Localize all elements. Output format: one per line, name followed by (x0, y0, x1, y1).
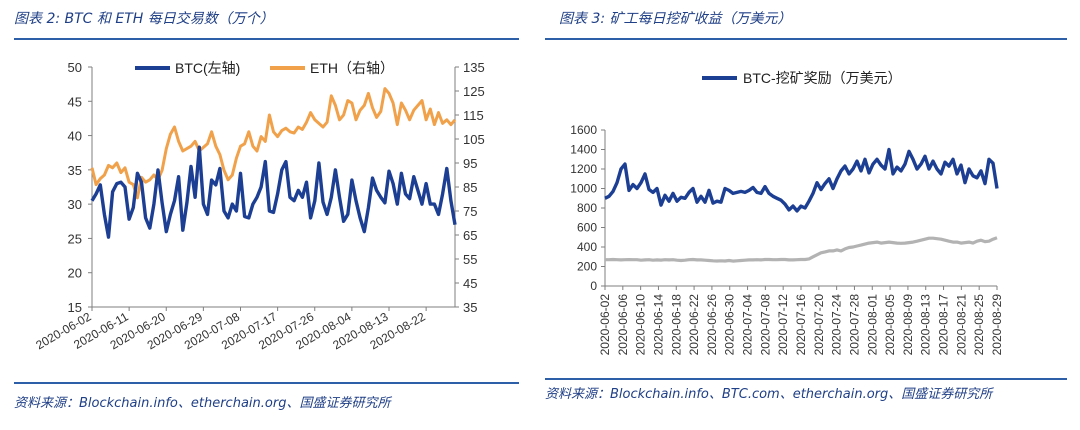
x-tick-label: 2020-08-01 (865, 294, 879, 356)
y-left-tick-label: 50 (68, 60, 82, 75)
y-left-tick-label: 35 (68, 163, 82, 178)
figure-title: 图表 2: BTC 和 ETH 每日交易数（万个） (14, 11, 274, 27)
x-tick-label: 2020-07-20 (812, 294, 826, 356)
x-tick-label: 2020-06-14 (651, 294, 665, 356)
y-right-tick-label: 125 (463, 84, 485, 99)
title-rule (14, 38, 519, 40)
y-right-tick-label: 45 (463, 276, 477, 291)
source-note: 资料来源：Blockchain.info、BTC.com、etherchain.… (545, 387, 993, 402)
legend-label-btc-reward: BTC-挖矿奖励（万美元） (743, 70, 902, 86)
x-tick-label: 2020-08-29 (990, 294, 1004, 356)
x-tick-label: 2020-08-05 (883, 294, 897, 356)
y-right-tick-label: 115 (463, 108, 484, 123)
source-note: 资料来源：Blockchain.info、etherchain.org、国盛证券… (14, 396, 391, 411)
y-tick-label: 1400 (570, 143, 597, 157)
y-right-tick-label: 65 (463, 228, 477, 243)
y-left-tick-label: 15 (68, 300, 82, 315)
x-tick-label: 2020-06-18 (669, 294, 683, 356)
y-tick-label: 400 (577, 240, 597, 254)
title-rule (545, 38, 1067, 40)
y-left-tick-label: 45 (68, 94, 82, 109)
y-tick-label: 200 (577, 260, 597, 274)
x-tick-label: 2020-07-12 (776, 294, 790, 356)
y-right-tick-label: 35 (463, 300, 477, 315)
series-line-gray (605, 236, 998, 263)
source-rule (14, 382, 519, 384)
y-left-tick-label: 25 (68, 231, 82, 246)
legend-label-btc: BTC(左轴) (175, 60, 240, 76)
x-tick-label: 2020-06-02 (598, 294, 612, 356)
y-tick-label: 1000 (570, 182, 597, 196)
x-tick-label: 2020-08-25 (972, 294, 986, 356)
y-left-tick-label: 40 (68, 129, 82, 144)
x-tick-label: 2020-08-17 (937, 294, 951, 356)
x-tick-label: 2020-08-21 (954, 294, 968, 356)
x-tick-label: 2020-06-06 (616, 294, 630, 356)
chart-transactions: 15 20 25 30 35 40 45 50 35 45 55 65 75 85 95 105 115 125 1… (33, 60, 485, 352)
figure-btc-eth-transactions: 图表 2: BTC 和 ETH 每日交易数（万个） 15 20 25 30 35 40 45… (0, 0, 530, 430)
x-tick-label: 2020-06-30 (723, 294, 737, 356)
y-left-tick-label: 20 (68, 266, 82, 281)
y-tick-label: 0 (590, 279, 597, 293)
x-tick-label: 2020-07-28 (847, 294, 861, 356)
y-tick-label: 600 (577, 221, 597, 235)
series-line-btc-reward (604, 147, 999, 213)
x-tick-label: 2020-06-22 (687, 294, 701, 356)
y-left-tick-label: 30 (68, 197, 82, 212)
x-tick-label: 2020-08-13 (919, 294, 933, 356)
y-right-tick-label: 105 (463, 132, 485, 147)
y-right-tick-label: 135 (463, 60, 485, 75)
chart-mining-reward: 0 200 400 600 800 1000 1200 1400 1600 2020-06-02 2… (570, 70, 1004, 356)
y-tick-label: 1600 (570, 123, 597, 137)
series-line-btc (90, 145, 457, 239)
legend-label-eth: ETH（右轴） (310, 60, 394, 76)
x-tick-label: 2020-06-10 (634, 294, 648, 356)
figure-title: 图表 3: 矿工每日挖矿收益（万美元） (559, 11, 792, 27)
series-line-eth (90, 87, 457, 200)
y-right-tick-label: 85 (463, 180, 477, 195)
x-tick-label: 2020-06-26 (705, 294, 719, 356)
x-tick-label: 2020-07-16 (794, 294, 808, 356)
x-tick-label: 2020-07-24 (830, 294, 844, 356)
y-tick-label: 1200 (570, 162, 597, 176)
y-right-tick-label: 55 (463, 252, 477, 267)
x-tick-label: 2020-07-08 (758, 294, 772, 356)
y-right-tick-label: 95 (463, 156, 477, 171)
figure-mining-revenue: 图表 3: 矿工每日挖矿收益（万美元） 0 200 400 600 800 1000 120… (545, 0, 1080, 430)
y-tick-label: 800 (577, 201, 597, 215)
source-rule (545, 378, 1067, 380)
x-tick-label: 2020-08-09 (901, 294, 915, 356)
y-right-tick-label: 75 (463, 204, 477, 219)
x-tick-label: 2020-07-04 (741, 294, 755, 356)
